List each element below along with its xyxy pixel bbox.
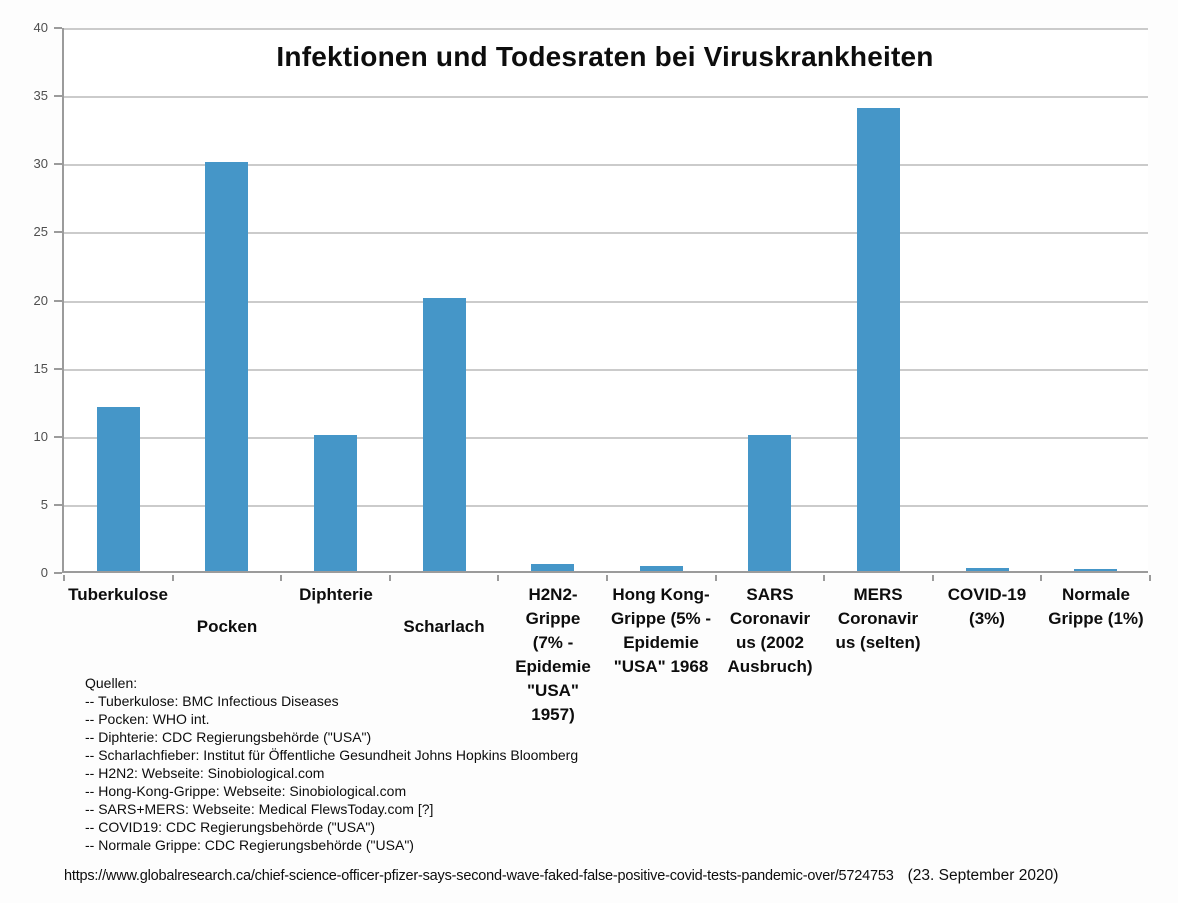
x-axis-tick [280,575,282,581]
x-axis-tick [63,575,65,581]
source-line: -- H2N2: Webseite: Sinobiological.com [85,765,325,781]
x-axis-label-6: SARS Coronavir us (2002 Ausbruch) [727,585,813,676]
gridline-20 [64,301,1148,303]
bar-5 [640,566,683,571]
source-line: -- Diphterie: CDC Regierungsbehörde ("US… [85,729,372,745]
x-axis-label-2: Diphterie [299,585,373,604]
y-axis-label-25: 25 [33,224,48,239]
x-axis-label-3: Scharlach [403,617,485,636]
y-axis-label-40: 40 [33,20,48,35]
y-axis-tick [54,27,62,29]
chart-title: Infektionen und Todesraten bei Viruskran… [276,41,934,72]
bar-6 [748,435,791,571]
x-axis-label-9: Normale Grippe (1%) [1048,585,1144,628]
bar-2 [314,435,357,571]
y-axis-label-10: 10 [33,429,48,444]
x-axis-label-8: COVID-19 (3%) [947,585,1027,628]
y-axis-tick [54,504,62,506]
x-axis-tick [172,575,174,581]
source-url: https://www.globalresearch.ca/chief-scie… [64,868,894,884]
x-axis-label-4: H2N2- Grippe (7% - Epidemie "USA" 1957) [515,585,591,724]
y-axis-tick [54,95,62,97]
y-axis-label-30: 30 [33,156,48,171]
y-axis-label-15: 15 [33,361,48,376]
x-axis-tick [1040,575,1042,581]
y-axis-label-20: 20 [33,293,48,308]
x-axis-tick [715,575,717,581]
x-axis-label-1: Pocken [196,617,258,636]
source-line: -- Normale Grippe: CDC Regierungsbehörde… [85,837,414,853]
gridline-35 [64,96,1148,98]
sources-list: Quellen: -- Tuberkulose: BMC Infectious D… [85,674,578,854]
x-axis-tick [823,575,825,581]
source-line: -- SARS+MERS: Webseite: Medical FlewsTod… [85,801,434,817]
gridline-10 [64,437,1148,439]
x-axis-label-5: Hong Kong- Grippe (5% - Epidemie "USA" 1968 [610,585,712,676]
y-axis-tick [54,436,62,438]
source-line: -- Pocken: WHO int. [85,711,210,727]
x-axis-tick [497,575,499,581]
y-axis-label-5: 5 [40,497,48,512]
x-axis-label-0: Tuberkulose [68,585,168,604]
y-axis-tick [54,572,62,574]
gridline-5 [64,505,1148,507]
source-line: -- Hong-Kong-Grippe: Webseite: Sinobiolo… [85,783,407,799]
y-axis-tick [54,368,62,370]
source-line: -- Tuberkulose: BMC Infectious Diseases [85,693,339,709]
gridline-15 [64,369,1148,371]
footer: https://www.globalresearch.ca/chief-scie… [64,867,1058,885]
source-line: -- COVID19: CDC Regierungsbehörde ("USA"… [85,819,376,835]
x-axis-label-7: MERS Coronavir us (selten) [835,585,921,652]
footer-date: (23. September 2020) [907,867,1059,884]
x-axis-tick [606,575,608,581]
bar-8 [966,568,1009,571]
bar-1 [205,162,248,571]
bar-3 [423,298,466,571]
x-axis-tick [932,575,934,581]
y-axis-tick [54,163,62,165]
source-line: Quellen: [85,675,138,691]
bar-0 [97,407,140,571]
y-axis-tick [54,231,62,233]
bar-9 [1074,569,1117,571]
source-line: -- Scharlachfieber: Institut für Öffentl… [85,747,579,763]
y-axis-tick [54,300,62,302]
x-axis-tick [1149,575,1151,581]
gridline-40 [64,28,1148,30]
gridline-25 [64,232,1148,234]
plot-area [62,28,1148,573]
gridline-30 [64,164,1148,166]
bar-7 [857,108,900,571]
bar-4 [531,564,574,571]
y-axis-label-0: 0 [40,565,48,580]
y-axis-label-35: 35 [33,88,48,103]
x-axis-tick [389,575,391,581]
